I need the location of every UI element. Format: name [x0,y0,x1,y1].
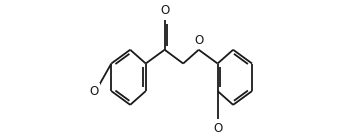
Text: O: O [213,122,222,135]
Text: O: O [160,4,169,17]
Text: O: O [194,34,203,47]
Text: O: O [90,85,99,98]
